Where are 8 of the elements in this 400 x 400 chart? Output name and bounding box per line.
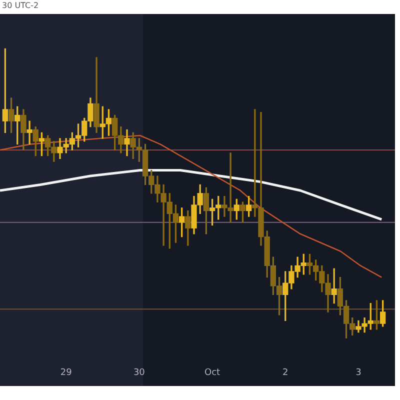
x-tick-label: 29: [60, 368, 72, 378]
text: 30 UTC-2: [2, 0, 39, 12]
candlestick: [26, 120, 32, 145]
x-tick-label: 2: [282, 368, 288, 378]
x-tick-label: 30: [133, 368, 146, 378]
x-tick-label: Oct: [204, 368, 221, 378]
x-tick-label: 3: [356, 368, 362, 378]
candlestick: [124, 129, 130, 156]
